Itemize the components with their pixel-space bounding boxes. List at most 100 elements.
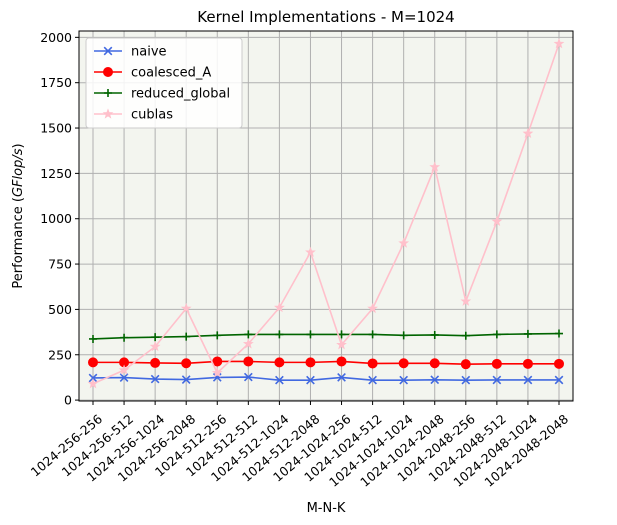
data-point: [368, 330, 377, 339]
data-point: [398, 237, 410, 248]
data-point: [553, 38, 565, 49]
data-point: [305, 246, 316, 257]
data-point: [523, 329, 532, 338]
data-point: [275, 330, 284, 339]
data-point: [337, 373, 346, 382]
grid: [79, 31, 573, 401]
legend-item-coalesced_A: coalesced_A: [94, 66, 211, 81]
data-point: [399, 331, 408, 340]
data-point: [182, 332, 191, 341]
data-point: [461, 375, 471, 385]
data-point: [492, 330, 501, 339]
legend-box: [85, 37, 243, 129]
series-reduced_global: [89, 329, 563, 343]
data-point: [88, 357, 98, 368]
data-point: [336, 356, 347, 367]
y-axis-label: Performance (GFlop/s): [11, 143, 26, 288]
data-point: [554, 358, 564, 369]
legend-item-reduced_global: reduced_global: [94, 87, 230, 102]
data-point: [336, 339, 347, 350]
data-point: [306, 330, 315, 339]
data-point: [181, 358, 192, 369]
chart-title: Kernel Implementations - M=1024: [197, 8, 454, 26]
data-point: [150, 374, 160, 384]
data-point: [102, 108, 114, 119]
y-tick-label: 0: [64, 393, 72, 408]
series-line: [93, 360, 559, 365]
data-point: [120, 333, 129, 342]
legend-item-naive: naive: [94, 45, 167, 60]
series-coalesced_A: [88, 356, 564, 370]
series-naive: [88, 372, 564, 385]
data-point: [89, 334, 97, 343]
data-point: [274, 301, 285, 313]
data-point: [104, 89, 112, 97]
series-line: [92, 376, 559, 381]
y-tick-label: 750: [48, 257, 72, 272]
data-point: [399, 375, 409, 385]
data-point: [243, 356, 254, 367]
data-point: [244, 330, 253, 339]
y-tick-label: 500: [48, 302, 72, 317]
data-point: [119, 373, 129, 382]
data-point: [242, 338, 254, 349]
data-point: [118, 364, 130, 375]
plot-frame: [78, 30, 574, 402]
y-tick-label: 2000: [40, 30, 72, 45]
data-point: [430, 330, 439, 339]
data-point: [88, 373, 98, 383]
data-point: [398, 358, 409, 369]
series-line: [92, 43, 560, 385]
data-point: [460, 295, 472, 306]
data-point: [522, 127, 534, 139]
x-axis-label: M-N-K: [307, 501, 346, 516]
legend-item-cublas: cublas: [94, 108, 173, 123]
y-axis: 0 250 500 750 1000 1250 1500 1750 2000: [40, 30, 79, 408]
data-point: [491, 358, 502, 369]
data-point: [213, 331, 222, 340]
data-point: [87, 378, 99, 389]
y-tick-label: 1000: [40, 211, 72, 226]
series-cublas: [87, 38, 565, 389]
data-point: [368, 375, 377, 385]
y-axis-label-unit: GFlop/s: [11, 148, 26, 197]
y-tick-label: 1250: [40, 166, 72, 181]
data-point: [180, 302, 192, 314]
series-layer: [87, 38, 565, 389]
data-point: [491, 215, 503, 227]
data-point: [103, 46, 113, 56]
data-point: [492, 375, 502, 385]
y-tick-label: 1750: [40, 75, 72, 90]
y-tick-label: 250: [48, 347, 72, 362]
data-point: [305, 357, 316, 368]
data-point: [555, 329, 563, 338]
data-point: [429, 161, 441, 172]
data-point: [149, 340, 161, 352]
data-point: [367, 302, 378, 314]
data-point: [460, 359, 471, 370]
data-point: [150, 357, 161, 368]
legend-label: naive: [131, 45, 167, 60]
data-point: [212, 356, 223, 367]
data-point: [461, 331, 470, 340]
legend-label: reduced_global: [131, 87, 230, 102]
series-line: [92, 332, 560, 340]
y-axis-label-close: ): [11, 143, 26, 148]
data-point: [275, 375, 284, 385]
data-point: [181, 375, 191, 384]
legend-label: coalesced_A: [131, 66, 211, 81]
data-point: [243, 372, 253, 382]
y-tick-label: 1500: [40, 121, 72, 136]
data-point: [522, 358, 533, 369]
data-point: [211, 367, 223, 378]
data-point: [429, 358, 440, 369]
legend-label: cublas: [131, 108, 173, 123]
data-point: [367, 358, 378, 369]
data-point: [103, 67, 113, 77]
data-point: [554, 375, 564, 385]
data-point: [430, 375, 440, 385]
y-axis-label-main: Performance (: [11, 197, 26, 289]
data-point: [523, 375, 533, 385]
